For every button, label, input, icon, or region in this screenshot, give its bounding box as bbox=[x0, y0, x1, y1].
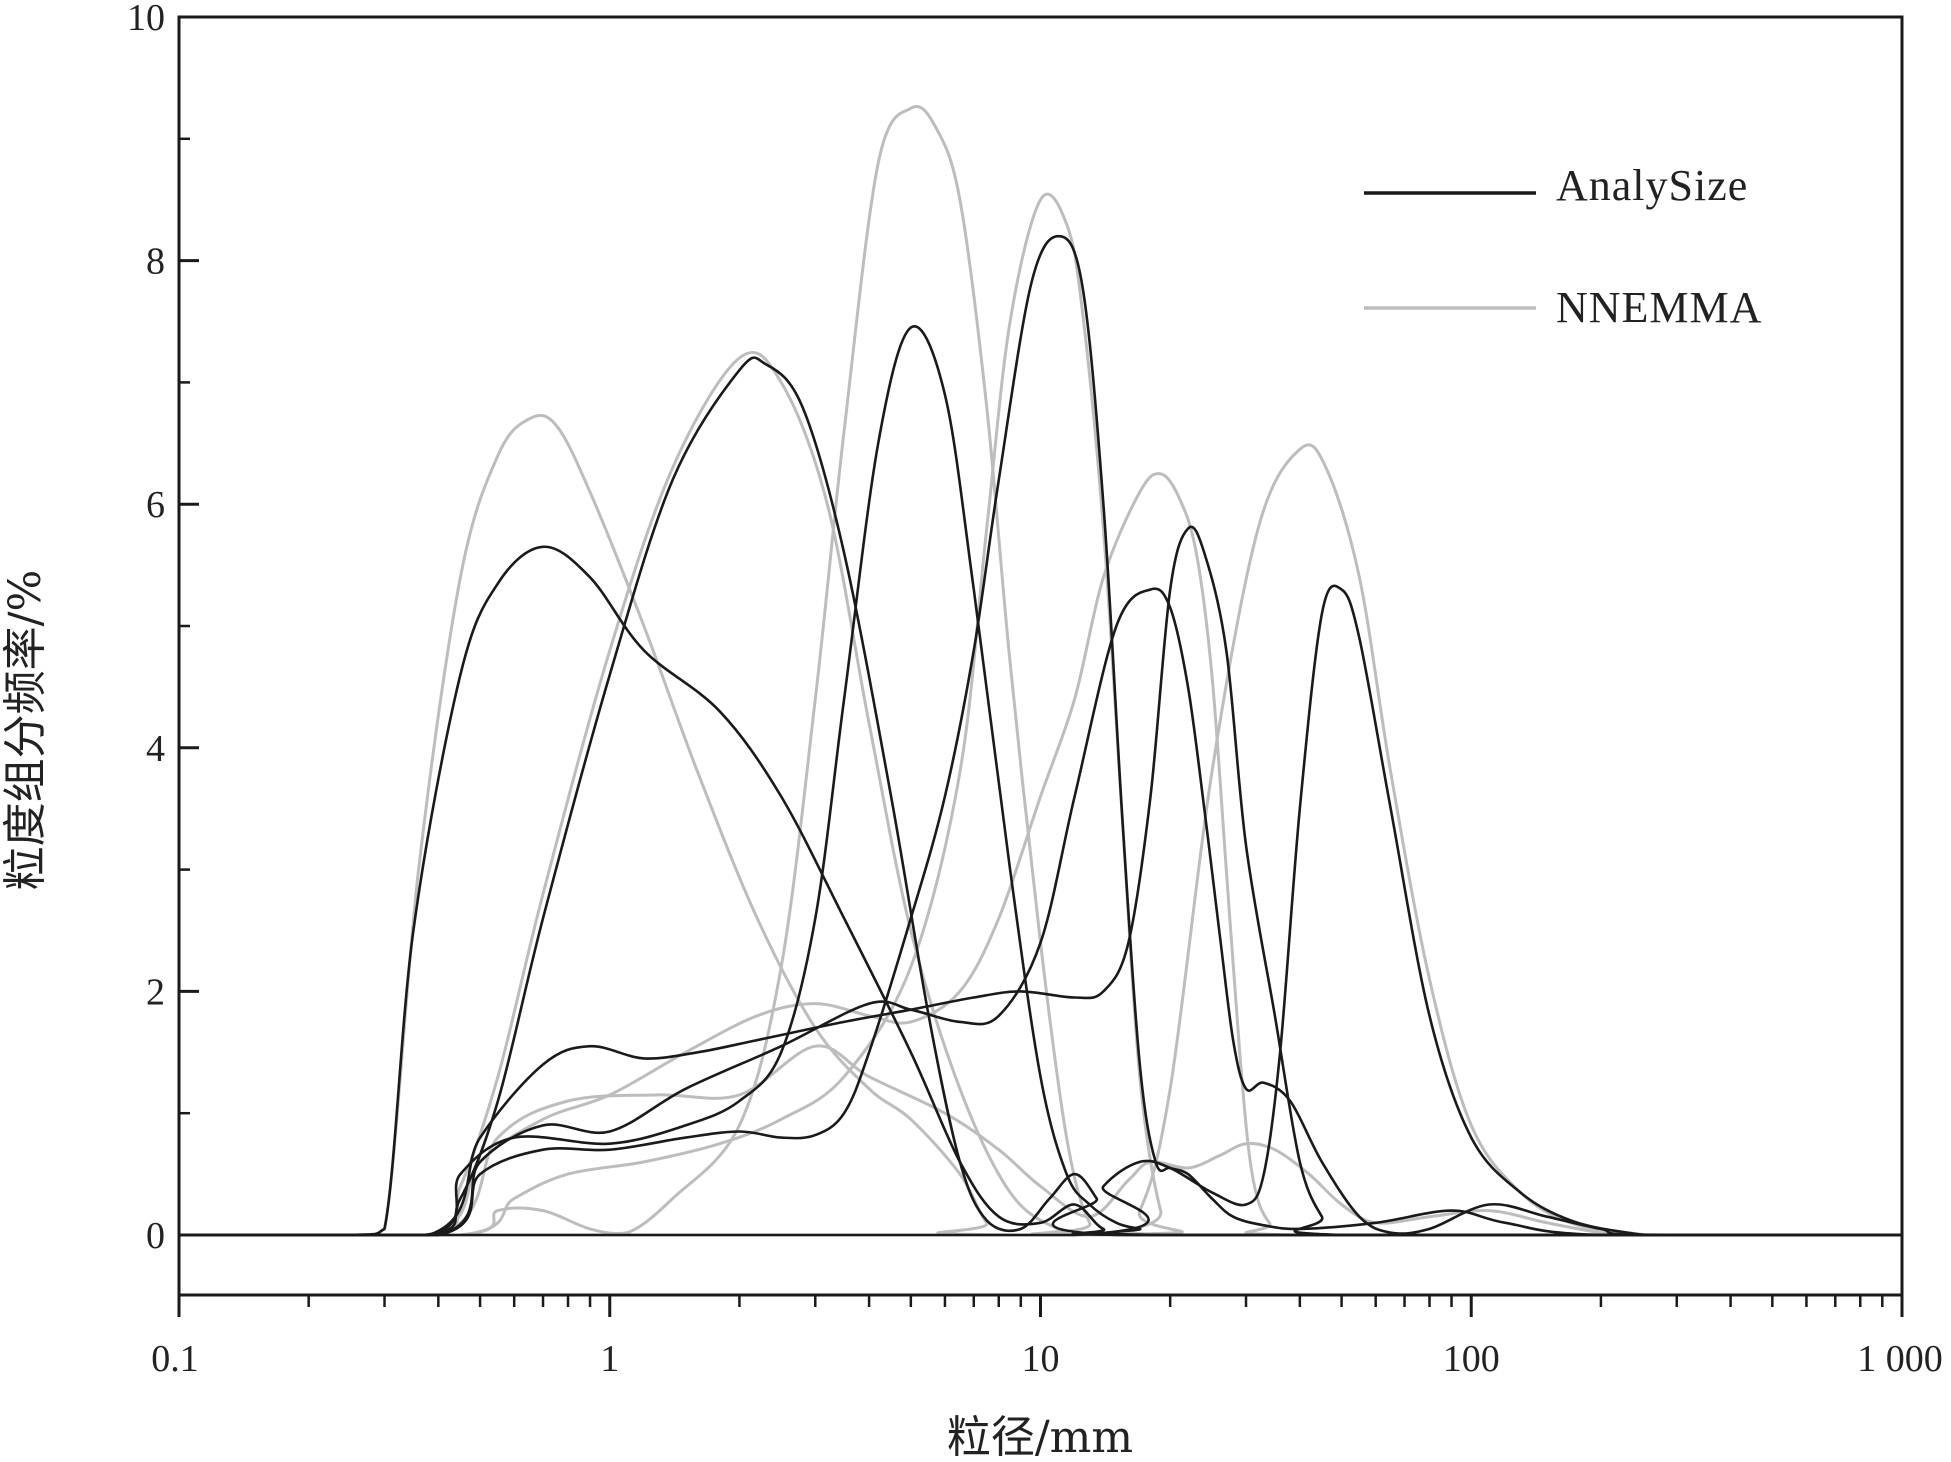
series-line-nnemma bbox=[178, 104, 1902, 1237]
y-tick-label: 8 bbox=[146, 241, 165, 283]
series-line-nnemma bbox=[178, 351, 1902, 1237]
series-line-analysize bbox=[178, 545, 1902, 1237]
x-tick-label: 1 bbox=[600, 1338, 619, 1380]
y-tick-label: 6 bbox=[146, 484, 165, 526]
legend-label-analysize: AnalySize bbox=[1556, 161, 1748, 210]
x-tick-label: 1 000 bbox=[1857, 1338, 1943, 1380]
series-line-analysize bbox=[178, 587, 1902, 1237]
y-tick-label: 0 bbox=[146, 1215, 165, 1257]
series-line-nnemma bbox=[178, 192, 1902, 1237]
legend-label-nnemma: NNEMMA bbox=[1556, 283, 1762, 332]
series-line-nnemma bbox=[178, 443, 1902, 1237]
y-tick-label: 4 bbox=[146, 728, 165, 770]
y-tick-label: 2 bbox=[146, 971, 165, 1013]
series-line-nnemma bbox=[178, 413, 1902, 1237]
series-line-nnemma bbox=[178, 472, 1902, 1237]
x-tick-label: 0.1 bbox=[151, 1338, 199, 1380]
x-tick-label: 100 bbox=[1443, 1338, 1500, 1380]
y-tick-label: 10 bbox=[127, 0, 165, 39]
series-line-nnemma bbox=[178, 1044, 1902, 1237]
series-line-analysize bbox=[178, 234, 1902, 1237]
x-axis-title: 粒径/mm bbox=[947, 1412, 1133, 1462]
y-axis-title: 粒度组分频率/% bbox=[0, 570, 51, 891]
x-tick-label: 10 bbox=[1022, 1338, 1060, 1380]
axis-ticks: 0 2 4 6 8 10 0.1 1 10 100 1 000 bbox=[127, 0, 1943, 1380]
series-line-analysize bbox=[178, 525, 1902, 1237]
series-line-analysize bbox=[178, 584, 1902, 1237]
legend: AnalySize NNEMMA bbox=[1364, 161, 1762, 332]
series-lines bbox=[178, 104, 1902, 1237]
series-line-analysize bbox=[178, 356, 1902, 1237]
